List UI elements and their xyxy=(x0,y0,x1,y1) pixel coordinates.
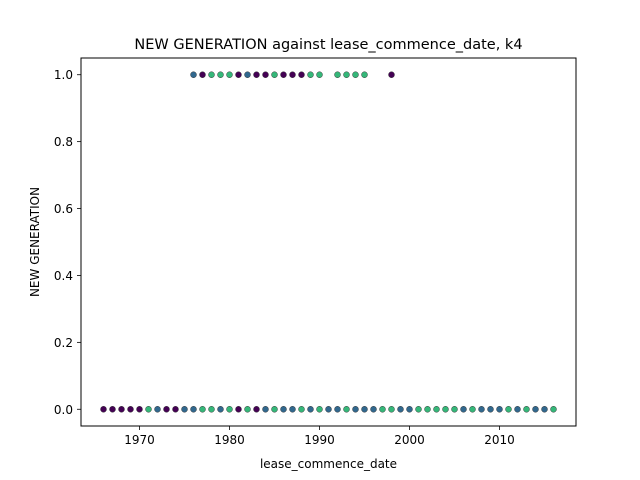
data-point xyxy=(343,406,350,413)
data-point xyxy=(136,406,143,413)
data-point xyxy=(478,406,485,413)
data-point xyxy=(298,71,305,78)
data-point xyxy=(550,406,557,413)
data-point xyxy=(235,406,242,413)
x-tick-label: 1980 xyxy=(214,433,245,447)
data-point xyxy=(298,406,305,413)
data-point xyxy=(208,406,215,413)
data-point xyxy=(496,406,503,413)
data-point xyxy=(415,406,422,413)
data-point xyxy=(172,406,179,413)
data-point xyxy=(460,406,467,413)
data-point xyxy=(307,406,314,413)
data-point xyxy=(316,406,323,413)
data-point xyxy=(334,406,341,413)
data-point xyxy=(352,71,359,78)
data-point xyxy=(361,71,368,78)
data-point xyxy=(235,71,242,78)
x-tick-label: 1970 xyxy=(124,433,155,447)
data-point xyxy=(406,406,413,413)
data-point xyxy=(199,71,206,78)
data-point xyxy=(217,71,224,78)
data-point xyxy=(541,406,548,413)
data-point xyxy=(100,406,107,413)
data-point xyxy=(199,406,206,413)
data-point xyxy=(190,71,197,78)
y-tick-label: 0.2 xyxy=(54,336,73,350)
data-point xyxy=(280,406,287,413)
y-tick-label: 0.6 xyxy=(54,202,73,216)
y-tick-label: 0.4 xyxy=(54,269,73,283)
data-point xyxy=(190,406,197,413)
data-point xyxy=(271,406,278,413)
y-tick-label: 0.8 xyxy=(54,135,73,149)
points-layer xyxy=(100,71,557,413)
ticks-layer: 1970 1980 1990 2000 2010 0.0 0.2 0.4 0.6 0.8 1.0 xyxy=(54,68,515,447)
data-point xyxy=(361,406,368,413)
data-point xyxy=(226,406,233,413)
x-tick-label: 2010 xyxy=(484,433,515,447)
data-point xyxy=(262,71,269,78)
data-point xyxy=(316,71,323,78)
data-point xyxy=(181,406,188,413)
data-point xyxy=(523,406,530,413)
data-point xyxy=(388,406,395,413)
data-point xyxy=(379,406,386,413)
data-point xyxy=(145,406,152,413)
data-point xyxy=(370,406,377,413)
data-point xyxy=(307,71,314,78)
data-point xyxy=(397,406,404,413)
data-point xyxy=(244,71,251,78)
data-point xyxy=(514,406,521,413)
data-point xyxy=(352,406,359,413)
data-point xyxy=(118,406,125,413)
data-point xyxy=(532,406,539,413)
x-tick-label: 2000 xyxy=(394,433,425,447)
data-point xyxy=(109,406,116,413)
x-tick-label: 1990 xyxy=(304,433,335,447)
data-point xyxy=(442,406,449,413)
data-point xyxy=(226,71,233,78)
data-point xyxy=(217,406,224,413)
x-axis-label: lease_commence_date xyxy=(260,457,397,471)
chart-title: NEW GENERATION against lease_commence_da… xyxy=(134,37,522,53)
data-point xyxy=(334,71,341,78)
data-point xyxy=(208,71,215,78)
y-axis-label: NEW GENERATION xyxy=(28,187,42,297)
data-point xyxy=(154,406,161,413)
data-point xyxy=(388,71,395,78)
y-tick-label: 1.0 xyxy=(54,68,73,82)
data-point xyxy=(127,406,134,413)
data-point xyxy=(253,71,260,78)
data-point xyxy=(289,71,296,78)
data-point xyxy=(244,406,251,413)
data-point xyxy=(469,406,476,413)
data-point xyxy=(487,406,494,413)
data-point xyxy=(325,406,332,413)
data-point xyxy=(271,71,278,78)
data-point xyxy=(505,406,512,413)
data-point xyxy=(253,406,260,413)
data-point xyxy=(424,406,431,413)
data-point xyxy=(280,71,287,78)
data-point xyxy=(163,406,170,413)
data-point xyxy=(343,71,350,78)
plot-frame xyxy=(80,57,577,427)
data-point xyxy=(289,406,296,413)
data-point xyxy=(451,406,458,413)
y-tick-label: 0.0 xyxy=(54,403,73,417)
data-point xyxy=(262,406,269,413)
data-point xyxy=(433,406,440,413)
